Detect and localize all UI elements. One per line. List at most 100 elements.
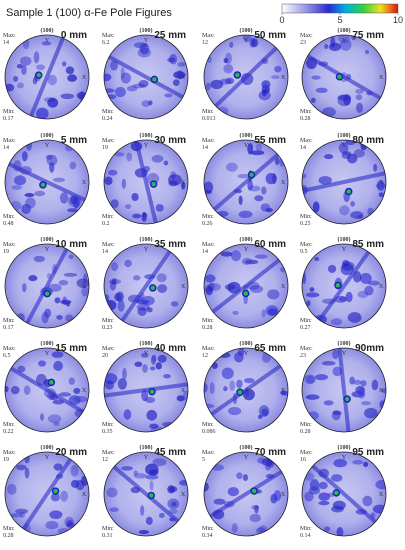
- texture-blob: [104, 88, 115, 93]
- texture-band: [108, 55, 184, 99]
- colorbar-tick-label: 0: [279, 15, 284, 25]
- min-value: 0.31: [102, 533, 113, 539]
- texture-blob: [21, 64, 27, 76]
- max-value: 12: [202, 40, 208, 46]
- texture-blob: [323, 400, 334, 406]
- pole-outline: [103, 451, 189, 537]
- texture-blob: [360, 380, 367, 387]
- texture-blob: [254, 254, 268, 259]
- texture-blob: [164, 93, 173, 98]
- min-label: Min:: [102, 109, 114, 115]
- texture-band: [134, 140, 158, 224]
- peak: [233, 71, 242, 79]
- y-axis-label: Y: [342, 247, 347, 253]
- texture: [204, 348, 288, 419]
- texture-blob: [338, 296, 348, 302]
- texture-blob: [60, 93, 75, 100]
- texture-blob: [273, 490, 282, 502]
- texture-blob: [133, 275, 141, 281]
- texture-blob: [47, 97, 59, 108]
- pole-label: (100): [240, 340, 253, 347]
- peak: [147, 491, 156, 500]
- pole-figure: (100) Y X 60 mm Max:14 Min:0.28: [202, 236, 289, 331]
- texture-blob: [145, 396, 156, 404]
- texture-blob: [364, 285, 374, 296]
- texture-blob: [236, 472, 243, 480]
- texture-blob: [350, 211, 364, 219]
- texture-blob: [106, 487, 118, 498]
- texture-blob: [52, 177, 66, 183]
- texture-blob: [151, 354, 157, 362]
- pole-outline: [103, 347, 189, 433]
- texture-blob: [45, 154, 53, 160]
- texture-blob: [258, 525, 268, 534]
- texture-blob: [238, 348, 245, 356]
- texture: [5, 37, 87, 119]
- texture-blob: [156, 273, 167, 283]
- max-value: 6.2: [102, 40, 110, 46]
- texture-blob: [170, 301, 179, 307]
- pole-figure: (100) Y X 45 mm Max:12 Min:0.31: [102, 444, 189, 539]
- texture-blob: [108, 169, 118, 176]
- pole-figure: (100) Y X 30 mm Max:19 Min:0.2: [102, 132, 189, 227]
- texture-blob: [34, 190, 46, 197]
- texture-blob: [171, 501, 177, 507]
- texture-blob: [149, 469, 159, 476]
- texture-blob: [133, 42, 148, 49]
- texture-blob: [41, 41, 52, 46]
- max-label: Max:: [202, 138, 215, 144]
- pole-outline: [4, 243, 90, 329]
- texture-blob: [265, 463, 271, 471]
- max-value: 19: [3, 457, 9, 463]
- texture-blob: [361, 401, 371, 406]
- texture-blob: [309, 479, 320, 491]
- pole-figure: (100) Y X 80 mm Max:14 Min:0.25: [300, 132, 387, 227]
- texture-blob: [157, 354, 167, 363]
- texture-blob: [121, 178, 127, 189]
- texture-blob: [373, 163, 378, 172]
- texture-blob: [302, 173, 307, 179]
- x-axis-label: X: [379, 75, 384, 81]
- texture: [304, 348, 386, 432]
- texture-blob: [68, 254, 74, 259]
- texture-blob: [122, 367, 127, 380]
- pole-label: (100): [338, 236, 351, 243]
- texture-blob: [133, 470, 138, 476]
- texture-blob: [163, 160, 169, 166]
- texture-blob: [314, 256, 320, 261]
- panel-label: 40 mm: [154, 343, 186, 354]
- max-label: Max:: [3, 242, 16, 248]
- max-label: Max:: [102, 138, 115, 144]
- texture-blob: [247, 180, 254, 191]
- texture-blob: [261, 309, 266, 318]
- min-value: 0.2: [102, 221, 110, 227]
- texture-band: [9, 366, 85, 414]
- peak: [334, 281, 342, 290]
- panel-label: 30 mm: [154, 135, 186, 146]
- max-value: 20: [102, 353, 108, 359]
- x-axis-label: X: [181, 75, 186, 81]
- min-value: 0.26: [202, 221, 213, 227]
- pole-label: (100): [41, 340, 54, 347]
- panel-label: 45 mm: [154, 447, 186, 458]
- max-value: 14: [3, 40, 9, 46]
- min-value: 0.28: [300, 116, 311, 122]
- texture-blob: [151, 154, 164, 163]
- panel-label: 5 mm: [61, 135, 87, 146]
- texture-band: [210, 364, 282, 416]
- peak: [39, 181, 47, 189]
- texture-blob: [324, 154, 334, 160]
- pole-figure: (100) Y X 75 mm Max:23 Min:0.28: [300, 27, 387, 122]
- max-value: 14: [202, 145, 208, 151]
- min-label: Min:: [202, 214, 214, 220]
- min-label: Min:: [300, 109, 312, 115]
- texture-blob: [221, 367, 234, 380]
- texture-blob: [337, 94, 351, 101]
- texture-blob: [345, 140, 356, 146]
- pole-outline: [301, 347, 387, 433]
- texture-blob: [10, 385, 20, 395]
- texture-blob: [158, 512, 165, 519]
- texture-blob: [211, 362, 218, 369]
- x-axis-label: X: [379, 492, 384, 498]
- texture-blob: [232, 310, 239, 315]
